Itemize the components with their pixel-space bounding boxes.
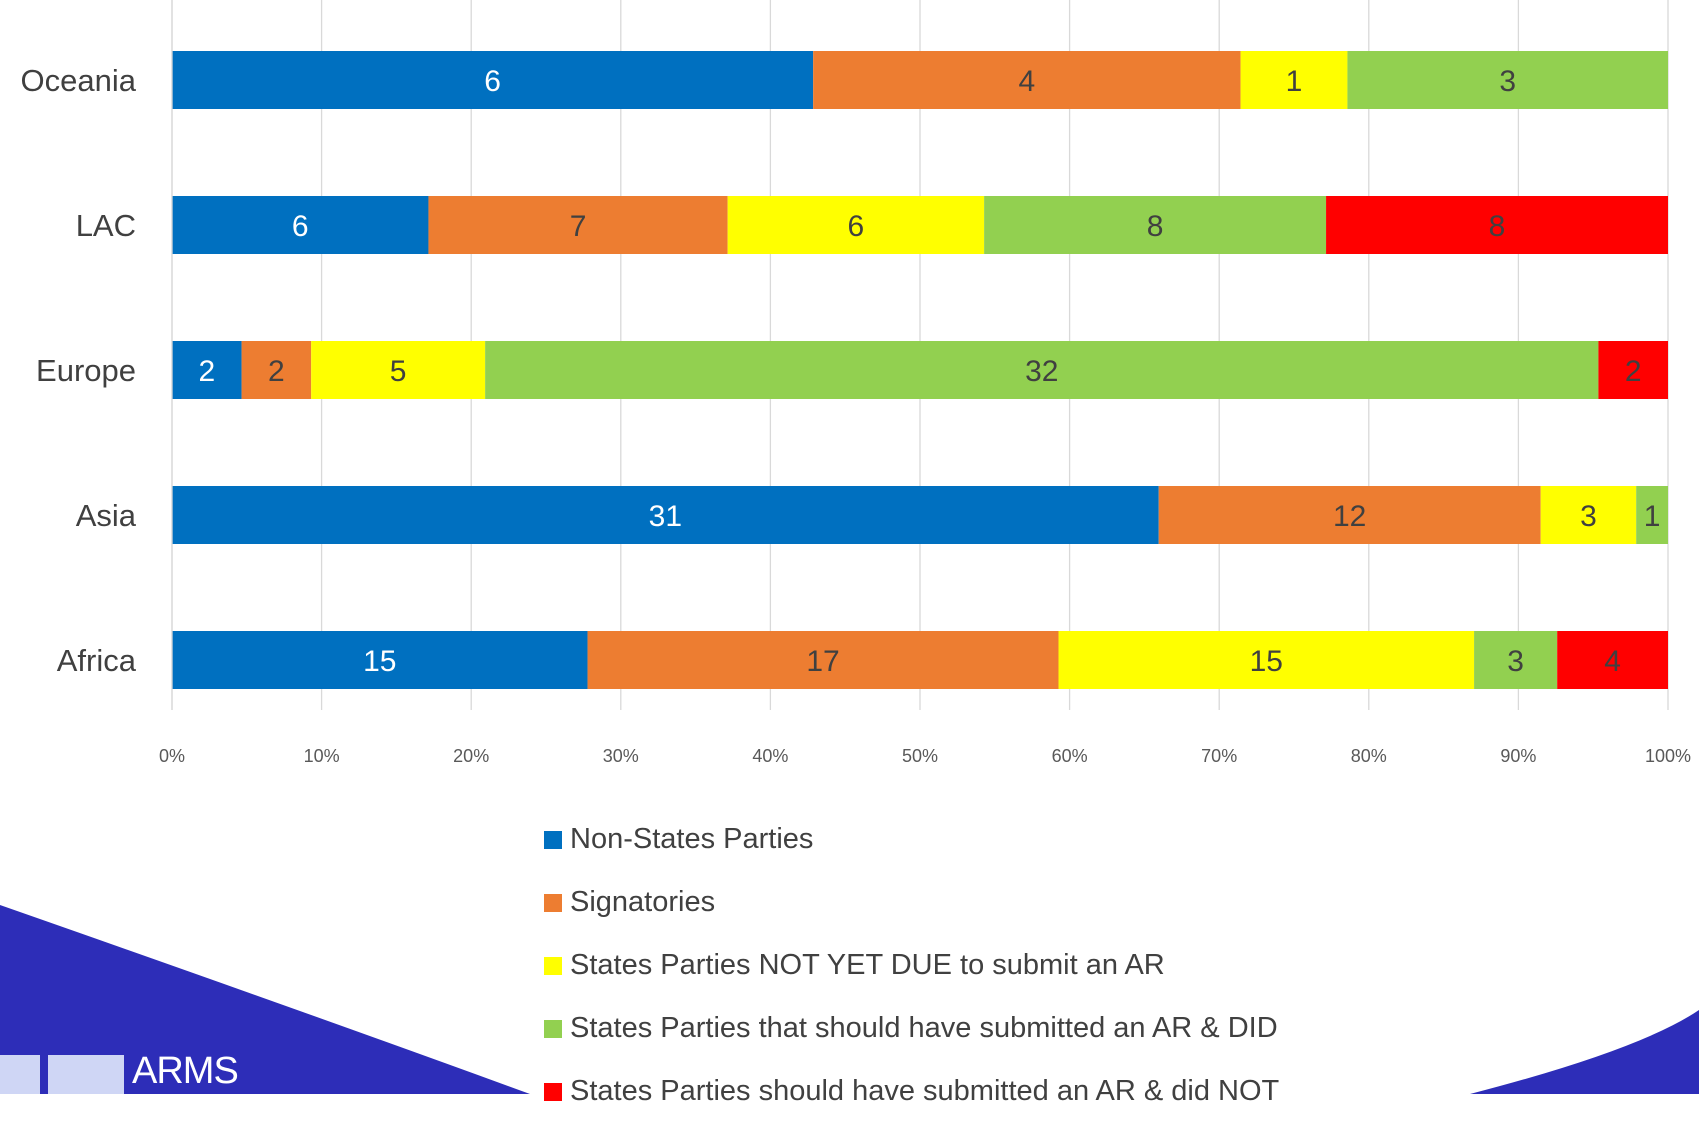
data-label: 31 <box>649 500 682 533</box>
data-label: 4 <box>1604 645 1621 678</box>
bar-segment <box>1347 51 1668 109</box>
legend-label: Non-States Parties <box>570 823 814 855</box>
x-tick-label: 90% <box>1500 746 1536 766</box>
bar-segment <box>1158 486 1541 544</box>
data-label: 32 <box>1025 355 1058 388</box>
data-label: 17 <box>806 645 839 678</box>
data-label: 3 <box>1499 65 1516 98</box>
bar-segment <box>172 631 588 689</box>
x-tick-label: 50% <box>902 746 938 766</box>
legend-label: Signatories <box>570 886 716 918</box>
data-label: 1 <box>1644 500 1661 533</box>
data-label: 3 <box>1580 500 1597 533</box>
legend-item: States Parties that should have submitte… <box>544 997 1279 1060</box>
logo-mark <box>0 1055 40 1094</box>
x-tick-label: 80% <box>1351 746 1387 766</box>
bar-segment <box>172 341 242 399</box>
bar-segment <box>1326 196 1668 254</box>
y-category-label: Asia <box>76 498 137 533</box>
data-label: 7 <box>570 210 587 243</box>
data-label: 1 <box>1286 65 1303 98</box>
stacked-bar-chart: 0% 10% 20% 30% 40% 50% 60% 70% 80% 90% 100% Oceania… <box>21 0 1691 766</box>
data-label: 8 <box>1489 210 1506 243</box>
bar-segment <box>1058 631 1475 689</box>
data-label: 3 <box>1507 645 1524 678</box>
bar-segment <box>241 341 312 399</box>
x-tick-label: 70% <box>1201 746 1237 766</box>
bar-segment <box>172 51 814 109</box>
x-tick-label: 60% <box>1052 746 1088 766</box>
background-decoration <box>0 905 1699 1094</box>
y-category-label: Europe <box>36 353 136 388</box>
bar-segment <box>587 631 1059 689</box>
data-label: 8 <box>1147 210 1164 243</box>
logo-text: ARMS <box>132 1050 239 1092</box>
data-label: 2 <box>1625 355 1642 388</box>
data-label: 15 <box>363 645 396 678</box>
x-tick-label: 30% <box>603 746 639 766</box>
bar-segment <box>1598 341 1668 399</box>
bar-segment <box>727 196 985 254</box>
legend-label: States Parties NOT YET DUE to submit an … <box>570 949 1165 981</box>
data-label: 4 <box>1019 65 1036 98</box>
legend-item: States Parties should have submitted an … <box>544 1060 1279 1123</box>
data-label: 6 <box>484 65 501 98</box>
bar-segment <box>1540 486 1637 544</box>
legend-label: States Parties that should have submitte… <box>570 1012 1278 1044</box>
legend-swatch <box>544 1019 562 1038</box>
x-tick-label: 0% <box>159 746 185 766</box>
legend-item: States Parties NOT YET DUE to submit an … <box>544 934 1279 997</box>
blue-swoosh-left <box>0 905 530 1094</box>
y-category-label: Africa <box>57 643 137 678</box>
data-label: 15 <box>1250 645 1283 678</box>
bar-segment <box>1474 631 1558 689</box>
bar-segment <box>1557 631 1668 689</box>
data-label: 2 <box>268 355 285 388</box>
data-label: 6 <box>848 210 865 243</box>
x-tick-label: 40% <box>752 746 788 766</box>
x-tick-label: 100% <box>1645 746 1691 766</box>
legend-swatch <box>544 956 562 975</box>
data-label: 12 <box>1333 500 1366 533</box>
legend-swatch <box>544 893 562 912</box>
y-category-label: LAC <box>76 208 136 243</box>
data-label: 5 <box>390 355 407 388</box>
bar-segment <box>984 196 1327 254</box>
legend-swatch <box>544 1082 562 1101</box>
legend-item: Non-States Parties <box>544 808 1279 871</box>
legend-label: States Parties should have submitted an … <box>570 1075 1280 1107</box>
x-tick-label: 10% <box>304 746 340 766</box>
bar-segment <box>1240 51 1348 109</box>
legend-swatch <box>544 830 562 849</box>
bar-segment <box>172 486 1159 544</box>
bar-segment <box>311 341 486 399</box>
data-label: 6 <box>292 210 309 243</box>
x-tick-label: 20% <box>453 746 489 766</box>
bar-segment <box>428 196 728 254</box>
legend-item: Signatories <box>544 871 1279 934</box>
data-label: 2 <box>198 355 215 388</box>
bar-segment <box>1636 486 1668 544</box>
bar-segment <box>172 196 429 254</box>
logo-mark-2 <box>48 1055 124 1094</box>
y-category-label: Oceania <box>21 63 137 98</box>
bar-segment <box>813 51 1241 109</box>
blue-swoosh-right <box>1470 1010 1699 1094</box>
bar-segment <box>485 341 1599 399</box>
chart-legend: Non-States Parties Signatories States Pa… <box>544 808 1279 1123</box>
